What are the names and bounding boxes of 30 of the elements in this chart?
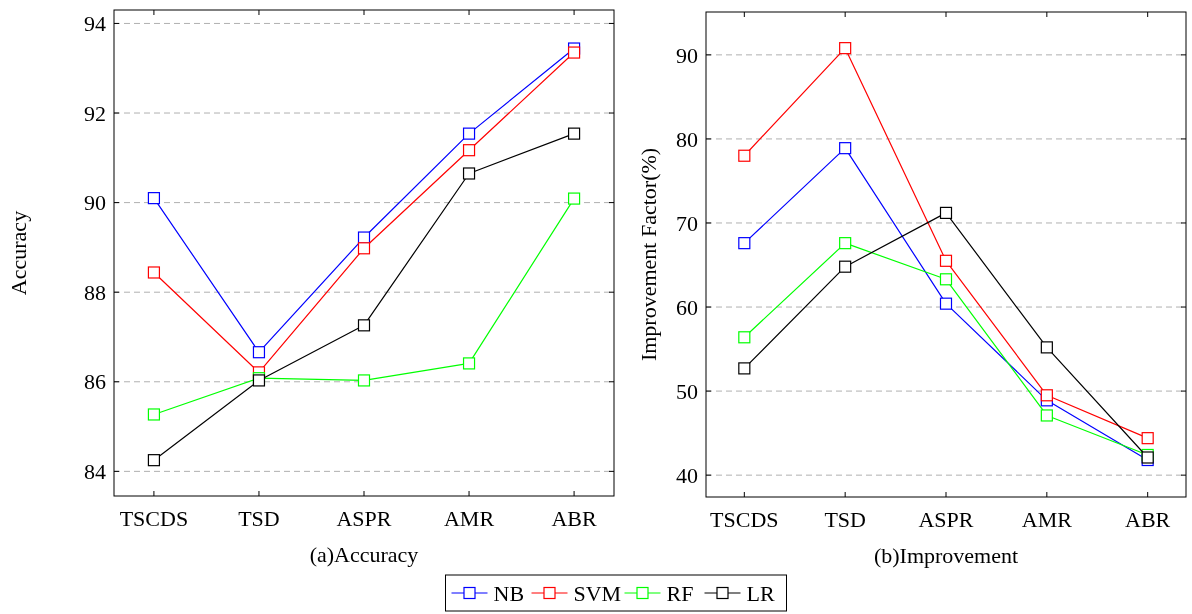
y-tick-label: 80 xyxy=(676,126,698,152)
y-tick-label: 40 xyxy=(676,462,698,488)
x-tick-label: TSCDS xyxy=(710,507,779,532)
y-tick-label: 50 xyxy=(676,378,698,404)
y-tick-label: 90 xyxy=(84,190,106,216)
y-axis-title: Improvement Factor(%) xyxy=(636,147,661,362)
x-tick-label: ABR xyxy=(551,506,598,531)
x-tick-label: TSD xyxy=(238,506,280,531)
y-tick-label: 84 xyxy=(84,459,106,485)
y-tick-label: 88 xyxy=(84,279,106,305)
x-axis-title: (b)Improvement xyxy=(873,543,1019,568)
y-tick-label: 90 xyxy=(676,42,698,68)
x-tick-label: ABR xyxy=(1125,507,1171,532)
y-tick-label: 70 xyxy=(676,210,698,236)
y-axis-title: Accuracy xyxy=(6,210,31,296)
legend-label: LR xyxy=(746,580,775,606)
y-tick-label: 86 xyxy=(84,369,106,395)
x-tick-label: TSD xyxy=(824,507,866,532)
y-tick-label: 60 xyxy=(676,294,698,320)
legend-label: NB xyxy=(493,580,525,606)
x-tick-label: ASPR xyxy=(336,506,392,531)
x-tick-label: AMR xyxy=(1021,507,1073,532)
x-tick-label: AMR xyxy=(443,506,495,531)
y-tick-label: 92 xyxy=(84,100,106,126)
x-tick-label: ASPR xyxy=(918,507,974,532)
x-axis-title: (a)Accuracy xyxy=(309,542,419,567)
legend-label: SVM xyxy=(573,580,622,606)
y-tick-label: 94 xyxy=(84,11,106,37)
legend-label: RF xyxy=(666,580,694,606)
x-tick-label: TSCDS xyxy=(119,506,189,531)
